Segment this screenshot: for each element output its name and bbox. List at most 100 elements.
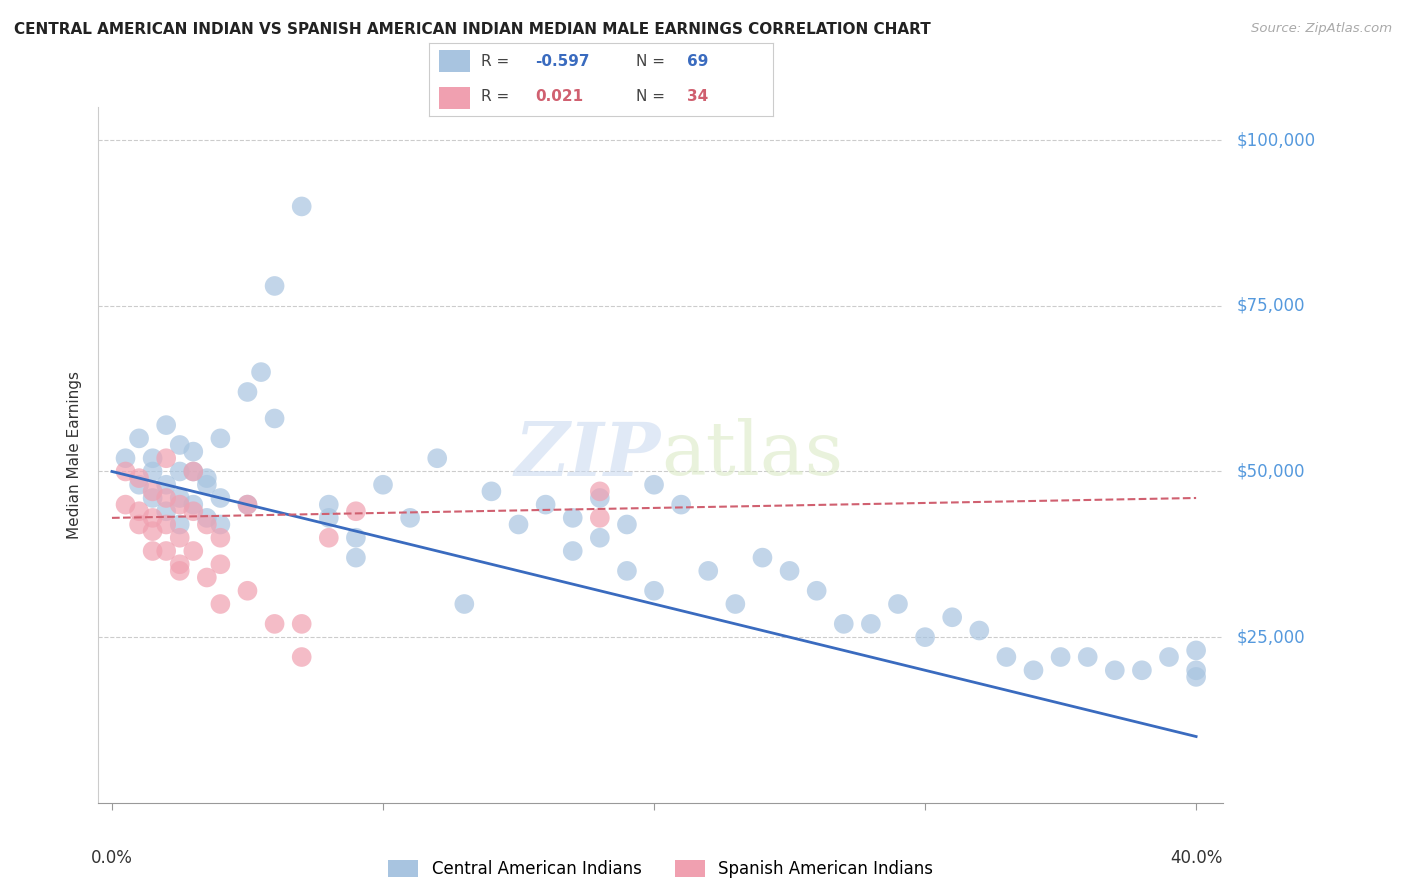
Point [128,517,150,532]
Point [169,558,191,572]
Point [589,491,612,505]
Text: 40.0%: 40.0% [1170,849,1222,867]
Point [643,477,665,491]
Point [1104,663,1126,677]
Point [209,517,232,532]
Point [209,431,232,445]
Point [169,438,191,452]
Text: N =: N = [636,89,665,104]
Point [236,583,259,598]
Text: R =: R = [481,89,509,104]
Point [236,384,259,399]
Point [291,616,314,631]
Point [181,465,204,479]
Point [887,597,910,611]
Point [534,498,557,512]
Text: -0.597: -0.597 [536,54,591,69]
Point [195,471,218,485]
Text: 0.0%: 0.0% [91,849,134,867]
Point [209,597,232,611]
Point [1022,663,1045,677]
Text: $50,000: $50,000 [1237,462,1305,481]
Point [209,491,232,505]
Point [114,451,136,466]
Point [142,511,165,525]
Point [263,616,285,631]
Point [128,471,150,485]
Point [236,498,259,512]
Point [142,465,165,479]
Point [1130,663,1153,677]
Point [914,630,936,644]
Point [142,484,165,499]
Text: $25,000: $25,000 [1237,628,1305,646]
Point [1185,670,1208,684]
Point [114,498,136,512]
Point [318,498,340,512]
Point [169,517,191,532]
Point [371,477,394,491]
Point [779,564,801,578]
Point [155,544,177,558]
Point [155,491,177,505]
Legend: Central American Indians, Spanish American Indians: Central American Indians, Spanish Americ… [381,854,941,885]
Text: atlas: atlas [661,418,844,491]
Point [169,465,191,479]
Point [724,597,747,611]
Point [142,491,165,505]
Point [181,465,204,479]
Point [181,444,204,458]
Point [806,583,828,598]
Point [561,544,583,558]
Point [1185,663,1208,677]
Point [209,531,232,545]
Point [169,531,191,545]
Point [1185,643,1208,657]
Text: CENTRAL AMERICAN INDIAN VS SPANISH AMERICAN INDIAN MEDIAN MALE EARNINGS CORRELAT: CENTRAL AMERICAN INDIAN VS SPANISH AMERI… [14,22,931,37]
Point [616,564,638,578]
Point [697,564,720,578]
Point [142,524,165,538]
Point [344,504,367,518]
Point [589,531,612,545]
Point [1049,650,1071,665]
Point [263,279,285,293]
Point [399,511,422,525]
Point [128,504,150,518]
Point [969,624,991,638]
Point [114,465,136,479]
Point [561,511,583,525]
FancyBboxPatch shape [439,87,470,109]
Point [209,558,232,572]
Point [643,583,665,598]
Point [155,517,177,532]
Point [832,616,855,631]
Point [1077,650,1099,665]
Text: N =: N = [636,54,665,69]
Text: 69: 69 [688,54,709,69]
Point [169,491,191,505]
Point [155,418,177,433]
Point [250,365,273,379]
Point [195,477,218,491]
Point [344,550,367,565]
Point [142,544,165,558]
Point [995,650,1018,665]
Point [155,504,177,518]
Point [169,564,191,578]
Point [181,498,204,512]
Point [453,597,475,611]
Point [426,451,449,466]
Point [941,610,963,624]
Point [481,484,503,499]
Point [318,511,340,525]
Point [195,570,218,584]
Point [181,504,204,518]
Text: Source: ZipAtlas.com: Source: ZipAtlas.com [1251,22,1392,36]
Point [155,477,177,491]
Text: 34: 34 [688,89,709,104]
Point [291,199,314,213]
FancyBboxPatch shape [439,50,470,72]
Point [669,498,692,512]
Text: 0.021: 0.021 [536,89,583,104]
